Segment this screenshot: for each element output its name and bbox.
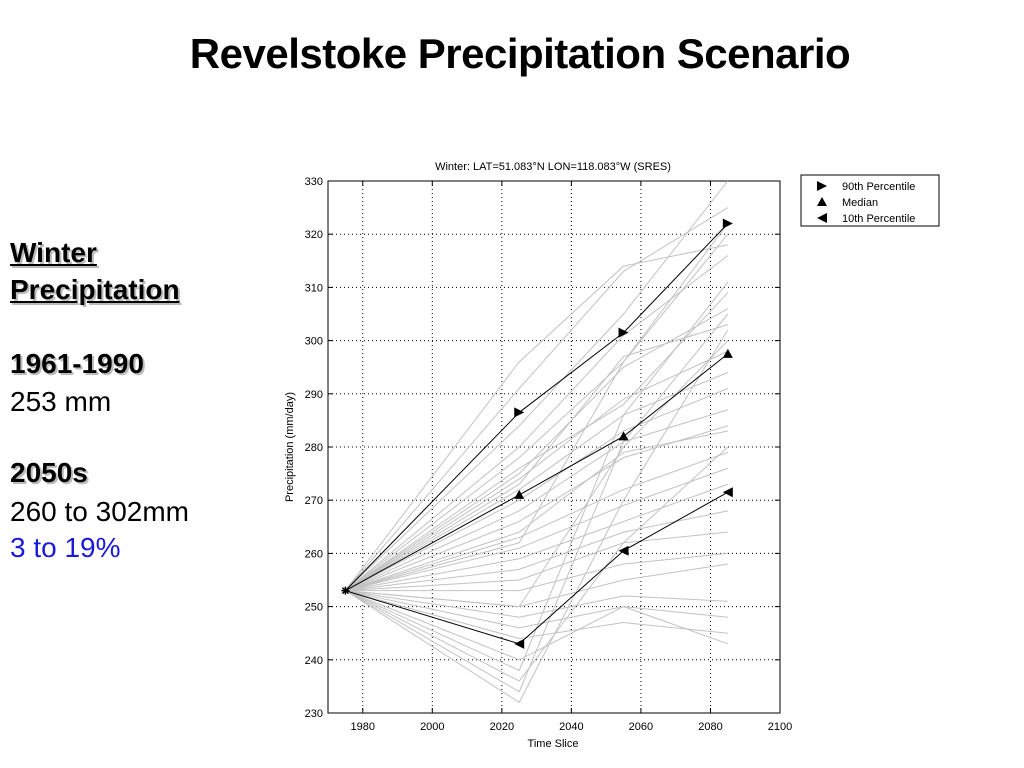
ensemble-line (345, 590, 728, 618)
y-tick-label: 290 (305, 389, 323, 401)
y-tick-label: 280 (305, 442, 323, 454)
percentile-series (341, 218, 733, 649)
x-tick-label: 2100 (768, 721, 792, 733)
x-tick-label: 2080 (698, 721, 722, 733)
chart-title: Winter: LAT=51.083°N LON=118.083°W (SRES… (435, 161, 671, 173)
legend-marker (817, 181, 827, 191)
ensemble-line (345, 207, 729, 591)
ensemble-line (345, 451, 729, 592)
baseline-value: 253 mm (10, 386, 112, 417)
ensemble-line (345, 313, 729, 693)
y-tick-label: 310 (305, 282, 323, 294)
ensemble-line (345, 350, 729, 592)
series-line (345, 353, 729, 592)
sidebar-heading-line2: Precipitation (10, 274, 180, 305)
y-tick-label: 320 (305, 229, 323, 241)
series-marker (722, 348, 733, 358)
ensemble-line (345, 340, 729, 608)
y-tick-label: 300 (305, 336, 323, 348)
legend-marker (817, 197, 827, 206)
ensemble-line (345, 446, 729, 682)
ensemble-line (345, 590, 728, 640)
y-tick-label: 230 (305, 708, 323, 720)
ensemble-line (345, 430, 728, 592)
legend-label: Median (842, 197, 878, 209)
x-tick-label: 1980 (351, 721, 375, 733)
ensemble-line (345, 531, 728, 592)
future-change: 3 to 19% (10, 532, 121, 563)
ensemble-line (345, 181, 729, 592)
series-marker (722, 218, 733, 229)
baseline-period: 1961-1990 (10, 348, 144, 379)
ensemble-line (345, 255, 729, 592)
series-marker (514, 407, 525, 418)
axis-ticks: 1980 2000 2020 2040 2060 2080 2100 230 240 250 260… (305, 176, 793, 733)
series-marker (618, 545, 629, 556)
y-tick-label: 250 (305, 602, 323, 614)
ensemble-line (345, 590, 728, 629)
y-tick-label: 330 (305, 176, 323, 188)
y-tick-label: 260 (305, 548, 323, 560)
x-tick-label: 2020 (490, 721, 514, 733)
sidebar-heading-line1: Winter (10, 237, 97, 268)
series-marker (514, 638, 525, 649)
chart-legend: 90th Percentile Median 10th Percentile (800, 174, 940, 227)
ensemble-line (345, 233, 729, 592)
slide-title: Revelstoke Precipitation Scenario (189, 30, 851, 77)
legend-marker (817, 213, 827, 223)
ensemble-lines (344, 181, 729, 704)
x-tick-label: 2040 (559, 721, 583, 733)
series-marker (618, 431, 629, 441)
ensemble-line (345, 281, 729, 672)
legend-label: 10th Percentile (842, 213, 915, 225)
ensemble-line (345, 223, 729, 592)
series-marker (722, 487, 733, 498)
ensemble-line (344, 244, 728, 591)
ensemble-line (345, 409, 728, 592)
series-marker (514, 489, 525, 499)
series-line (345, 491, 729, 645)
x-tick-label: 2000 (420, 721, 444, 733)
x-tick-label: 2060 (629, 721, 653, 733)
y-tick-label: 240 (305, 655, 323, 667)
ensemble-line (345, 324, 728, 592)
future-period: 2050s (10, 457, 88, 488)
y-tick-label: 270 (305, 495, 323, 507)
legend-label: 90th Percentile (842, 181, 915, 193)
x-axis-label: Time Slice (528, 738, 579, 750)
ensemble-line (345, 552, 728, 592)
series-marker (618, 327, 629, 338)
baseline-marker (341, 586, 350, 595)
ensemble-line (345, 329, 729, 704)
ensemble-line (345, 590, 729, 661)
grid (328, 181, 780, 713)
series-line (345, 223, 729, 591)
future-range: 260 to 302mm (10, 496, 189, 527)
ensemble-line (345, 483, 729, 592)
y-axis-label: Precipitation (mm/day) (284, 392, 296, 502)
